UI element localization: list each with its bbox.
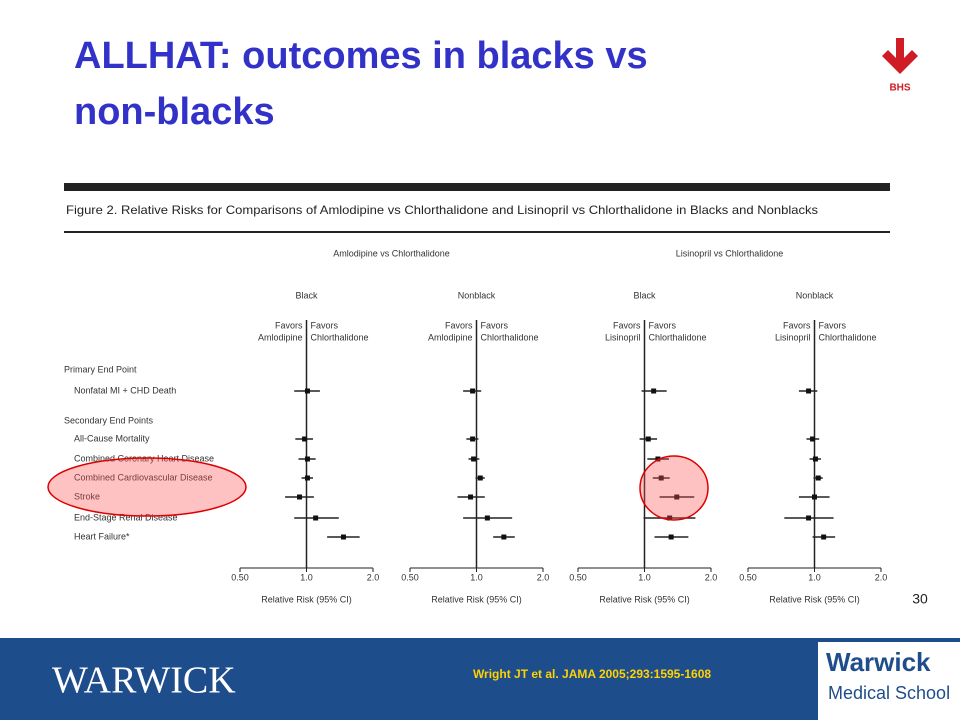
estimate [297, 494, 303, 500]
title-line: non-blacks [74, 91, 275, 133]
estimate [477, 475, 483, 481]
page-number: 30 [912, 591, 928, 607]
favors-label: Favors [445, 320, 473, 330]
panel-label: Nonblack [458, 290, 496, 300]
x-tick-label: 2.0 [705, 572, 718, 582]
favors-label: Favors [613, 320, 641, 330]
x-tick-label: 2.0 [875, 572, 888, 582]
x-tick-label: 2.0 [367, 572, 380, 582]
estimate [667, 515, 673, 521]
estimate [645, 436, 651, 442]
x-tick-label: 0.50 [231, 572, 249, 582]
x-tick-label: 1.0 [638, 572, 651, 582]
group-label: Amlodipine vs Chlorthalidone [333, 248, 450, 258]
favors-label: Chlorthalidone [481, 332, 539, 342]
estimate [821, 534, 827, 540]
estimate [806, 515, 812, 521]
section-label: Secondary End Points [64, 415, 154, 425]
x-tick-label: 1.0 [808, 572, 821, 582]
footer-logo: WARWICK [52, 660, 236, 702]
estimate [304, 456, 310, 462]
citation: Wright JT et al. JAMA 2005;293:1595-1608 [473, 667, 711, 681]
x-axis-label: Relative Risk (95% CI) [431, 594, 522, 604]
favors-label: Favors [311, 320, 339, 330]
estimate [484, 515, 490, 521]
favors-label: Favors [819, 320, 847, 330]
row-label: Combined Cardiovascular Disease [74, 472, 213, 482]
estimate [340, 534, 346, 540]
estimate [658, 475, 664, 481]
footer-band [0, 638, 960, 720]
x-axis-label: Relative Risk (95% CI) [261, 594, 352, 604]
x-tick-label: 0.50 [569, 572, 587, 582]
estimate [806, 388, 812, 394]
favors-label: Amlodipine [258, 332, 303, 342]
favors-label: Favors [649, 320, 677, 330]
favors-label: Favors [481, 320, 509, 330]
rule [64, 231, 890, 233]
logo-text: BHS [889, 83, 910, 94]
estimate [668, 534, 674, 540]
logo-line: Medical School [828, 683, 950, 703]
favors-label: Lisinopril [775, 332, 811, 342]
favors-label: Chlorthalidone [819, 332, 877, 342]
favors-label: Lisinopril [605, 332, 641, 342]
favors-label: Chlorthalidone [311, 332, 369, 342]
favors-label: Favors [783, 320, 811, 330]
favors-label: Chlorthalidone [649, 332, 707, 342]
x-tick-label: 0.50 [739, 572, 757, 582]
estimate [674, 494, 680, 500]
x-tick-label: 2.0 [537, 572, 550, 582]
bhs-logo: BHS [882, 38, 918, 94]
estimate [651, 388, 657, 394]
estimate [812, 494, 817, 500]
x-tick-label: 0.50 [401, 572, 419, 582]
x-axis-label: Relative Risk (95% CI) [599, 594, 690, 604]
favors-label: Favors [275, 320, 303, 330]
figure-title: Figure 2. Relative Risks for Comparisons… [66, 203, 818, 217]
highlight [47, 457, 247, 517]
row-label: Heart Failure* [74, 531, 130, 541]
estimate [470, 388, 476, 394]
x-tick-label: 1.0 [300, 572, 313, 582]
estimate [471, 456, 477, 462]
forest-plot: Primary End Point Secondary End Points Non… [64, 248, 887, 604]
estimate [810, 436, 816, 442]
x-tick-label: 1.0 [470, 572, 483, 582]
section-label: Primary End Point [64, 364, 137, 374]
estimate [302, 436, 308, 442]
highlight [639, 455, 709, 521]
panel-label: Nonblack [796, 290, 834, 300]
row-label: Stroke [74, 491, 100, 501]
estimate [313, 515, 319, 521]
estimate [812, 456, 818, 462]
row-label: End-Stage Renal Disease [74, 512, 178, 522]
panel-label: Black [633, 290, 656, 300]
estimate [468, 494, 474, 500]
panel-label: Black [295, 290, 318, 300]
x-axis-label: Relative Risk (95% CI) [769, 594, 860, 604]
row-label: Nonfatal MI + CHD Death [74, 385, 176, 395]
favors-label: Amlodipine [428, 332, 473, 342]
title-line: ALLHAT: outcomes in blacks vs [74, 35, 648, 77]
group-label: Lisinopril vs Chlorthalidone [676, 248, 784, 258]
estimate [501, 534, 507, 540]
rule [64, 183, 890, 191]
logo-line: Warwick [826, 647, 931, 677]
estimate [470, 436, 476, 442]
estimate [304, 388, 310, 394]
estimate [304, 475, 310, 481]
row-label: All-Cause Mortality [74, 433, 150, 443]
logo-box [818, 642, 960, 720]
estimate [815, 475, 821, 481]
